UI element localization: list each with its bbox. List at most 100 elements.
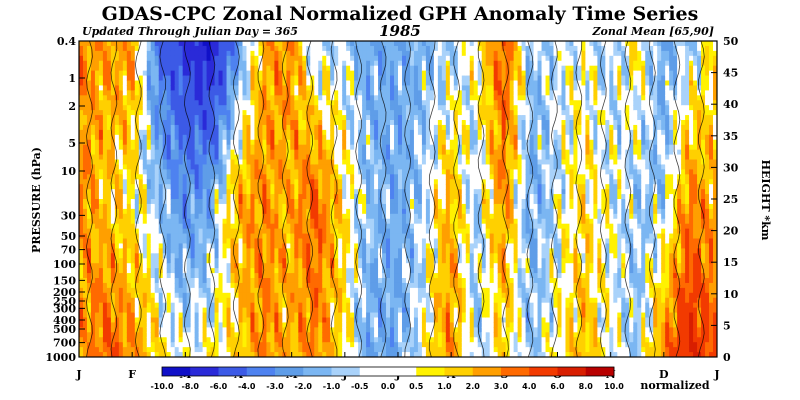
heatmap-cell bbox=[386, 70, 391, 77]
heatmap-cell bbox=[282, 302, 287, 309]
heatmap-cell bbox=[322, 218, 327, 225]
heatmap-cell bbox=[282, 100, 287, 106]
heatmap-cell bbox=[214, 124, 220, 131]
heatmap-cell bbox=[246, 302, 252, 309]
heatmap-cell bbox=[298, 134, 303, 141]
heatmap-cell bbox=[278, 203, 283, 210]
heatmap-cell bbox=[210, 164, 216, 170]
heatmap-cell bbox=[186, 297, 192, 304]
heatmap-cell bbox=[226, 139, 232, 146]
heatmap-cell bbox=[386, 342, 391, 348]
heatmap-cell bbox=[290, 65, 295, 72]
heatmap-cell bbox=[254, 194, 260, 200]
heatmap-cell bbox=[318, 149, 323, 156]
heatmap-cell bbox=[378, 282, 383, 289]
heatmap-cell bbox=[318, 189, 323, 195]
heatmap-cell bbox=[86, 139, 92, 146]
heatmap-cell bbox=[190, 253, 196, 259]
heatmap-cell bbox=[310, 258, 315, 264]
heatmap-cell bbox=[370, 164, 375, 170]
heatmap-cell bbox=[82, 85, 88, 91]
heatmap-cell bbox=[182, 129, 188, 136]
heatmap-cell bbox=[334, 199, 339, 205]
heatmap-cell bbox=[258, 228, 264, 235]
heatmap-cell bbox=[346, 287, 351, 294]
heatmap-cell bbox=[238, 223, 244, 230]
heatmap-cell bbox=[322, 169, 327, 175]
heatmap-cell bbox=[310, 347, 315, 353]
heatmap-cell bbox=[198, 41, 204, 47]
heatmap-cell bbox=[198, 169, 204, 175]
heatmap-cell bbox=[130, 70, 136, 77]
heatmap-cell bbox=[286, 342, 291, 348]
heatmap-cell bbox=[170, 233, 176, 240]
heatmap-cell bbox=[366, 41, 371, 47]
heatmap-cell bbox=[306, 243, 311, 249]
heatmap-cell bbox=[166, 352, 172, 357]
heatmap-cell bbox=[162, 233, 168, 240]
heatmap-cell bbox=[338, 194, 343, 200]
heatmap-cell bbox=[94, 134, 100, 141]
heatmap-cell bbox=[190, 100, 196, 106]
heatmap-cell bbox=[338, 45, 343, 52]
heatmap-cell bbox=[386, 139, 391, 146]
heatmap-cell bbox=[374, 253, 379, 259]
heatmap-cell bbox=[386, 110, 391, 116]
heatmap-cell bbox=[386, 100, 391, 106]
heatmap-cell bbox=[79, 352, 84, 357]
heatmap-cell bbox=[378, 337, 383, 343]
heatmap-cell bbox=[110, 282, 116, 289]
heatmap-cell bbox=[314, 134, 319, 141]
heatmap-cell bbox=[294, 105, 299, 111]
heatmap-cell bbox=[166, 322, 172, 328]
heatmap-cell bbox=[150, 292, 156, 299]
heatmap-cell bbox=[262, 75, 268, 82]
heatmap-cell bbox=[262, 347, 268, 353]
heatmap-cell bbox=[102, 41, 108, 47]
heatmap-cell bbox=[342, 273, 347, 279]
heatmap-cell bbox=[118, 287, 124, 294]
heatmap-cell bbox=[86, 228, 92, 235]
heatmap-cell bbox=[126, 169, 132, 175]
heatmap-cell bbox=[162, 317, 168, 324]
heatmap-cell bbox=[94, 115, 100, 121]
heatmap-cell bbox=[194, 322, 200, 328]
heatmap-cell bbox=[314, 50, 319, 57]
heatmap-cell bbox=[286, 223, 291, 230]
heatmap-cell bbox=[154, 213, 160, 220]
heatmap-cell bbox=[242, 268, 248, 274]
heatmap-cell bbox=[146, 134, 152, 141]
heatmap-cell bbox=[282, 228, 287, 235]
heatmap-cell bbox=[338, 273, 343, 279]
heatmap-cell bbox=[254, 149, 260, 156]
heatmap-cell bbox=[382, 149, 387, 156]
heatmap-cell bbox=[350, 75, 355, 82]
heatmap-cell bbox=[170, 75, 176, 82]
heatmap-cell bbox=[278, 273, 283, 279]
heatmap-cell bbox=[82, 223, 88, 230]
heatmap-cell bbox=[242, 169, 248, 175]
heatmap-cell bbox=[202, 352, 208, 357]
heatmap-cell bbox=[198, 208, 204, 215]
heatmap-cell bbox=[230, 75, 236, 82]
heatmap-cell bbox=[122, 65, 128, 72]
heatmap-cell bbox=[222, 90, 228, 96]
heatmap-cell bbox=[162, 80, 168, 87]
heatmap-cell bbox=[274, 312, 279, 319]
heatmap-cell bbox=[166, 337, 172, 343]
heatmap-cell bbox=[202, 110, 208, 116]
heatmap-cell bbox=[122, 238, 128, 245]
heatmap-cell bbox=[134, 41, 140, 47]
heatmap-cell bbox=[270, 169, 275, 175]
heatmap-cell bbox=[218, 352, 224, 357]
heatmap-cell bbox=[90, 238, 96, 245]
heatmap-cell bbox=[286, 253, 291, 259]
heatmap-cell bbox=[79, 55, 84, 62]
heatmap-cell bbox=[158, 342, 164, 348]
heatmap-cell bbox=[298, 322, 303, 328]
heatmap-cell bbox=[210, 110, 216, 116]
heatmap-cell bbox=[386, 55, 391, 62]
heatmap-cell bbox=[386, 65, 391, 72]
heatmap-cell bbox=[166, 282, 172, 289]
heatmap-cell bbox=[242, 45, 248, 52]
